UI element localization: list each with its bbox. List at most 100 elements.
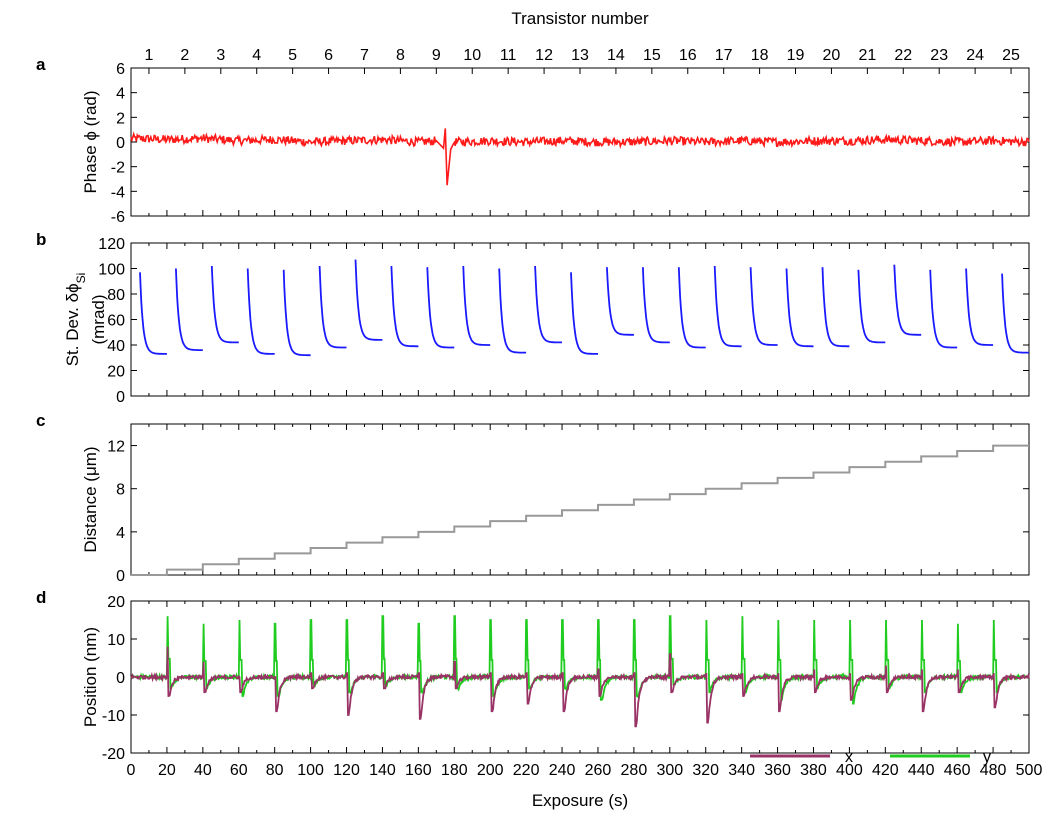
x-tick-label: 320 <box>692 762 719 779</box>
x-tick-label: 280 <box>621 762 648 779</box>
panel-letter: b <box>36 230 46 249</box>
y-tick-label: 100 <box>98 262 125 279</box>
phase-line <box>130 128 1030 186</box>
stdev-segment <box>785 268 814 348</box>
stdev-segment <box>606 267 634 336</box>
x2-tick-label: 9 <box>432 47 441 64</box>
x2-tick-label: 23 <box>930 47 948 64</box>
stdev-segment <box>462 265 491 346</box>
y-tick-label: 80 <box>107 287 125 304</box>
x-tick-label: 160 <box>405 762 432 779</box>
x-tick-label: 180 <box>441 762 468 779</box>
y-tick-label: 0 <box>116 389 125 406</box>
y-tick-label: 6 <box>116 61 125 78</box>
panel-d-position: -20 -10 0 10 20 d 0 20 40 60 80 100 120 140 160 180 200 2… <box>36 588 1042 779</box>
stdev-segment <box>821 267 850 348</box>
stdev-segment <box>642 267 670 344</box>
x2-tick-label: 19 <box>787 47 805 64</box>
x2-tick-label: 6 <box>324 47 333 64</box>
x-tick-label: 480 <box>980 762 1007 779</box>
x-tick-label: 0 <box>127 762 136 779</box>
y-axis-title-units: (mrad) <box>89 294 108 344</box>
x2-tick-label: 22 <box>894 47 912 64</box>
x2-tick-label: 2 <box>180 47 189 64</box>
x2-tick-label: 14 <box>607 47 625 64</box>
y-axis-title: St. Dev. δϕSi <box>63 273 88 367</box>
x2-tick-label: 20 <box>823 47 841 64</box>
x-tick-label: 200 <box>477 762 504 779</box>
x-tick-label: 300 <box>656 762 683 779</box>
position-y-line <box>130 615 1030 705</box>
x-tick-label: 440 <box>908 762 935 779</box>
stdev-segment <box>426 267 455 349</box>
x-tick-label: 260 <box>585 762 612 779</box>
stdev-segment <box>1001 273 1029 354</box>
x-tick-label: 400 <box>836 762 863 779</box>
x-tick-label: 360 <box>764 762 791 779</box>
position-x-line <box>130 646 1030 728</box>
stdev-segment <box>929 269 958 349</box>
y-tick-label: 0 <box>116 135 125 152</box>
stdev-segment <box>390 265 419 348</box>
x2-tick-label: 8 <box>396 47 405 64</box>
y-tick-label: 20 <box>107 594 125 611</box>
stdev-segment <box>965 268 994 346</box>
top-axis-title: Transistor number <box>511 9 649 28</box>
stdev-segment <box>139 272 167 355</box>
x2-tick-label: 21 <box>858 47 876 64</box>
y-tick-label: -4 <box>111 184 125 201</box>
x2-tick-label: 10 <box>463 47 481 64</box>
panel-letter: a <box>36 55 46 74</box>
legend-x-label: x <box>845 749 853 766</box>
x-tick-label: 240 <box>549 762 576 779</box>
panel-letter: d <box>36 588 46 607</box>
x2-tick-label: 4 <box>252 47 261 64</box>
x2-tick-label: 18 <box>751 47 769 64</box>
y-tick-label: -10 <box>102 708 125 725</box>
stdev-segment <box>210 265 239 344</box>
x-tick-label: 40 <box>194 762 212 779</box>
x-tick-label: 420 <box>872 762 899 779</box>
panel-frame <box>130 423 1030 576</box>
x2-tick-label: 12 <box>535 47 553 64</box>
x-tick-label: 500 <box>1016 762 1043 779</box>
x2-tick-label: 15 <box>643 47 661 64</box>
stdev-segment <box>354 259 383 341</box>
stdev-segment <box>893 264 922 336</box>
legend: x y <box>750 749 991 766</box>
x2-tick-label: 17 <box>715 47 733 64</box>
panel-b-stdev: 0 20 40 60 80 100 120 b St. Dev. δϕSi(mrad) <box>36 230 1030 406</box>
y-tick-label: 12 <box>107 439 125 456</box>
stdev-segment <box>677 267 706 349</box>
x-axis-title: Exposure (s) <box>532 791 628 810</box>
stdev-segment <box>749 267 778 346</box>
x2-tick-label: 25 <box>1002 47 1020 64</box>
y-tick-label: 2 <box>116 110 125 127</box>
x2-tick-label: 13 <box>571 47 589 64</box>
x-tick-label: 380 <box>800 762 827 779</box>
stdev-segment <box>857 269 886 344</box>
y-tick-label: -2 <box>111 160 125 177</box>
x-tick-label: 460 <box>944 762 971 779</box>
y-axis-title: Position (nm) <box>81 627 100 727</box>
stdev-segment <box>534 265 562 344</box>
x-tick-label: 340 <box>728 762 755 779</box>
x-tick-label: 100 <box>297 762 324 779</box>
x-tick-label: 60 <box>230 762 248 779</box>
y-tick-label: 120 <box>98 236 125 253</box>
panel-c-distance: 0 4 8 12 c Distance (μm) <box>36 411 1030 585</box>
stdev-segment <box>318 265 347 349</box>
stdev-segment <box>246 268 275 355</box>
stdev-segment <box>570 272 598 355</box>
y-tick-label: 10 <box>107 632 125 649</box>
y-axis-title: Phase ϕ (rad) <box>81 90 100 193</box>
y-tick-label: 0 <box>116 568 125 585</box>
x-tick-label: 120 <box>333 762 360 779</box>
x2-tick-label: 24 <box>966 47 984 64</box>
x-tick-label: 80 <box>266 762 284 779</box>
stdev-segment <box>713 265 742 348</box>
distance-staircase <box>131 444 1029 576</box>
legend-y-label: y <box>983 749 991 766</box>
x-tick-label: 220 <box>513 762 540 779</box>
